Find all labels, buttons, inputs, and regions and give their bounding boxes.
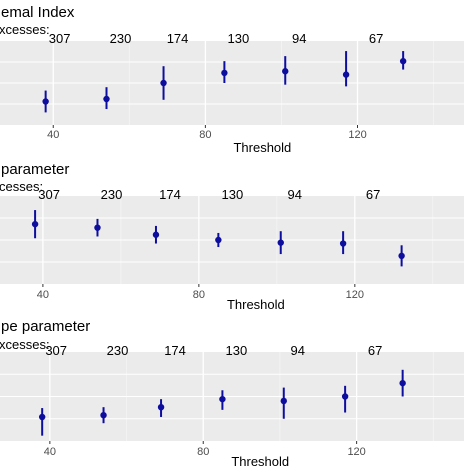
x-tick-label: 40 (37, 289, 49, 301)
estimate-point (277, 239, 284, 246)
top-tick-label: 174 (159, 187, 181, 202)
estimate-point (282, 68, 289, 75)
top-tick-label: 174 (164, 343, 186, 358)
estimate-point (152, 231, 160, 238)
x-tick-label: 40 (44, 446, 56, 458)
top-tick-label: 67 (368, 343, 382, 358)
estimate-point (280, 397, 287, 405)
chart-panel-3: 40 80 120 pe parameter xcesses: Threshold 307 2… (0, 318, 464, 469)
top-axis-label: xcesses: (0, 22, 50, 37)
x-tick-label: 120 (347, 446, 365, 458)
top-tick-label: 67 (366, 187, 380, 202)
top-tick-label: 94 (288, 187, 302, 202)
top-tick-label: 230 (110, 31, 132, 46)
panel-title: emal Index (1, 4, 75, 21)
top-axis-label: cesses: (0, 179, 43, 194)
top-tick-label: 230 (101, 187, 123, 202)
estimate-point (339, 240, 347, 247)
top-tick-label: 130 (222, 187, 244, 202)
x-axis-title: Threshold (233, 140, 291, 155)
top-axis-label: xcesses: (0, 337, 50, 352)
x-axis-title: Threshold (227, 297, 285, 312)
estimate-point (160, 79, 167, 87)
x-tick-label: 120 (346, 289, 364, 301)
x-tick-label: 40 (47, 129, 59, 141)
top-tick-label: 94 (292, 31, 306, 46)
top-tick-label: 307 (49, 31, 71, 46)
estimate-point (100, 411, 107, 419)
estimate-point (215, 236, 222, 244)
estimate-point (221, 69, 228, 77)
x-tick-label: 80 (199, 129, 211, 141)
estimate-point (31, 220, 39, 228)
top-tick-label: 307 (45, 343, 67, 358)
x-axis-title: Threshold (231, 454, 289, 469)
estimate-point (157, 403, 165, 411)
top-tick-label: 174 (167, 31, 189, 46)
top-tick-label: 130 (226, 343, 248, 358)
x-tick-label: 120 (348, 129, 366, 141)
top-tick-label: 307 (38, 187, 60, 202)
estimate-point (219, 395, 226, 403)
top-tick-label: 94 (291, 343, 305, 358)
estimate-point (342, 71, 350, 78)
estimate-point (103, 95, 110, 103)
estimate-point (38, 413, 46, 421)
estimate-point (399, 57, 407, 65)
panel-title: parameter (1, 161, 69, 178)
estimate-point (399, 379, 406, 387)
estimate-point (94, 224, 101, 231)
x-tick-label: 80 (193, 289, 205, 301)
x-tick-label: 80 (197, 446, 209, 458)
estimate-point (341, 393, 349, 400)
panel-title: pe parameter (1, 318, 90, 335)
top-tick-label: 230 (107, 343, 129, 358)
estimate-point (42, 98, 49, 105)
top-tick-label: 67 (369, 31, 383, 46)
estimate-point (398, 252, 405, 260)
top-tick-label: 130 (228, 31, 250, 46)
